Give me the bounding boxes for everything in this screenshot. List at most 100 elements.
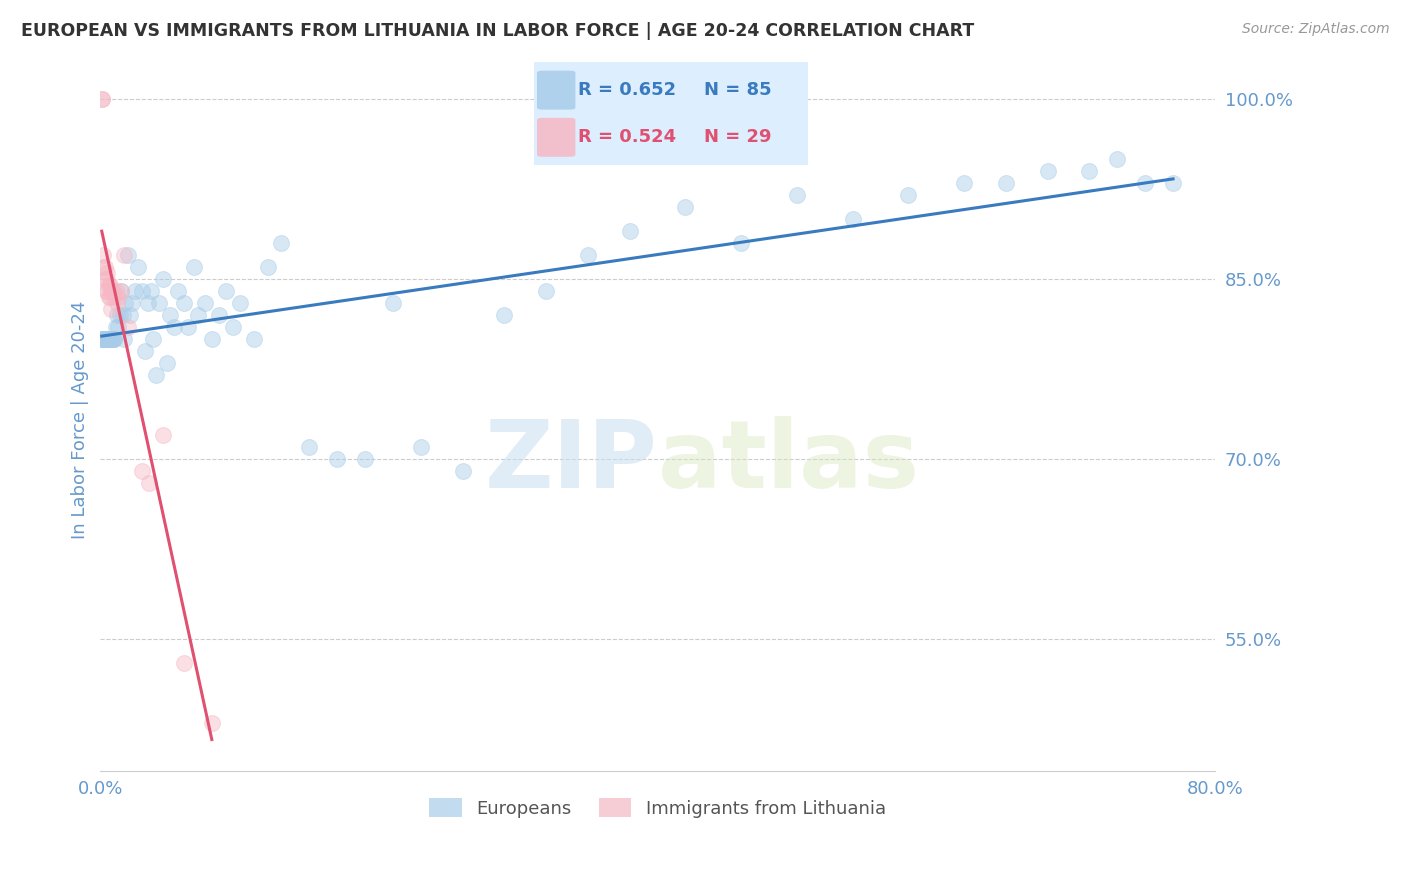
- Point: [201, 332, 224, 346]
- Point: [96, 266, 118, 280]
- Text: N = 29: N = 29: [704, 128, 772, 146]
- Point: [131, 464, 153, 478]
- Point: [173, 295, 195, 310]
- Point: [139, 284, 162, 298]
- Point: [215, 284, 238, 298]
- Point: [103, 332, 125, 346]
- Point: [730, 235, 752, 250]
- Point: [675, 200, 697, 214]
- Point: [208, 308, 231, 322]
- Point: [201, 715, 224, 730]
- Point: [101, 284, 124, 298]
- Point: [105, 308, 128, 322]
- Text: ZIP: ZIP: [485, 416, 658, 508]
- Point: [91, 247, 114, 261]
- FancyBboxPatch shape: [537, 118, 575, 157]
- Point: [148, 295, 170, 310]
- Text: atlas: atlas: [658, 416, 918, 508]
- Point: [167, 284, 190, 298]
- Point: [136, 295, 159, 310]
- Legend: Europeans, Immigrants from Lithuania: Europeans, Immigrants from Lithuania: [422, 791, 893, 825]
- Point: [127, 260, 149, 274]
- Point: [786, 187, 808, 202]
- Point: [97, 289, 120, 303]
- Point: [100, 284, 122, 298]
- Point: [110, 284, 132, 298]
- Point: [994, 176, 1017, 190]
- Point: [354, 451, 377, 466]
- Point: [91, 332, 114, 346]
- Point: [94, 284, 117, 298]
- Point: [124, 284, 146, 298]
- Point: [90, 91, 112, 105]
- Point: [111, 308, 134, 322]
- Point: [110, 284, 132, 298]
- Point: [91, 332, 114, 346]
- Text: Source: ZipAtlas.com: Source: ZipAtlas.com: [1241, 22, 1389, 37]
- Point: [163, 319, 186, 334]
- Point: [177, 319, 200, 334]
- Point: [100, 332, 122, 346]
- Point: [104, 284, 127, 298]
- Point: [97, 332, 120, 346]
- Point: [409, 440, 432, 454]
- Point: [93, 260, 115, 274]
- FancyBboxPatch shape: [537, 70, 575, 110]
- Point: [270, 235, 292, 250]
- Point: [242, 332, 264, 346]
- Point: [97, 332, 120, 346]
- Text: EUROPEAN VS IMMIGRANTS FROM LITHUANIA IN LABOR FORCE | AGE 20-24 CORRELATION CHA: EUROPEAN VS IMMIGRANTS FROM LITHUANIA IN…: [21, 22, 974, 40]
- Point: [100, 332, 122, 346]
- Point: [97, 332, 120, 346]
- Text: R = 0.652: R = 0.652: [578, 81, 676, 99]
- Point: [142, 332, 165, 346]
- Point: [93, 271, 115, 285]
- Point: [91, 260, 114, 274]
- Point: [1078, 163, 1101, 178]
- Point: [101, 332, 124, 346]
- Text: N = 85: N = 85: [704, 81, 772, 99]
- Point: [117, 247, 139, 261]
- Point: [897, 187, 920, 202]
- Point: [173, 656, 195, 670]
- Point: [90, 332, 112, 346]
- Point: [222, 319, 245, 334]
- Point: [1135, 176, 1157, 190]
- Point: [1036, 163, 1059, 178]
- Point: [104, 319, 127, 334]
- Y-axis label: In Labor Force | Age 20-24: In Labor Force | Age 20-24: [72, 301, 89, 539]
- Point: [117, 319, 139, 334]
- Point: [103, 289, 125, 303]
- Point: [114, 295, 136, 310]
- Point: [228, 295, 250, 310]
- Point: [183, 260, 205, 274]
- Point: [138, 475, 160, 490]
- Point: [112, 332, 135, 346]
- Point: [93, 332, 115, 346]
- Point: [96, 332, 118, 346]
- Point: [98, 332, 121, 346]
- Point: [953, 176, 976, 190]
- Point: [107, 319, 129, 334]
- Point: [121, 295, 143, 310]
- Point: [93, 332, 115, 346]
- Point: [105, 295, 128, 310]
- Point: [96, 332, 118, 346]
- Point: [94, 332, 117, 346]
- Point: [107, 289, 129, 303]
- Point: [159, 308, 181, 322]
- Point: [94, 332, 117, 346]
- Point: [256, 260, 278, 274]
- Point: [103, 332, 125, 346]
- Point: [96, 332, 118, 346]
- Point: [194, 295, 217, 310]
- Point: [326, 451, 349, 466]
- Point: [112, 247, 135, 261]
- Point: [97, 277, 120, 292]
- Point: [1107, 152, 1129, 166]
- Point: [98, 332, 121, 346]
- Point: [187, 308, 209, 322]
- Point: [494, 308, 516, 322]
- Point: [451, 464, 474, 478]
- Point: [98, 289, 121, 303]
